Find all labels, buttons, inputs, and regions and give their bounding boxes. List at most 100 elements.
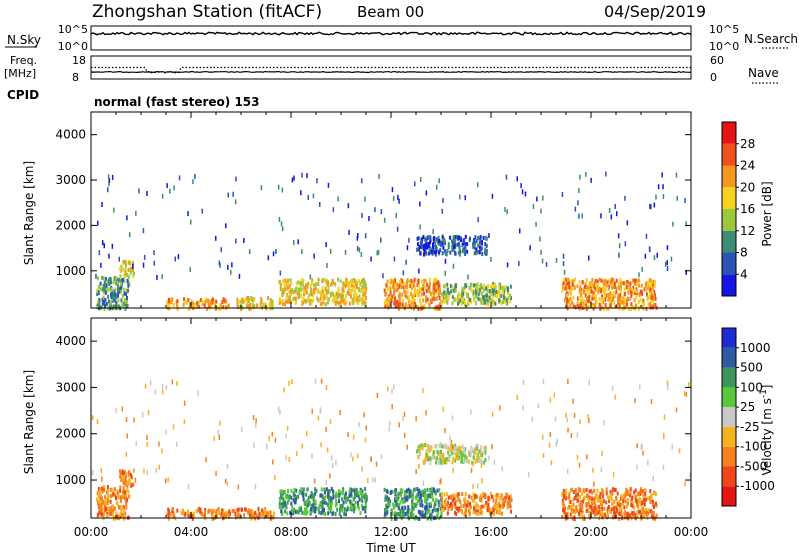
heatmap-cell <box>474 293 477 298</box>
heatmap-cell <box>327 182 330 188</box>
colorbar-segment <box>722 209 736 231</box>
heatmap-cell <box>319 301 322 306</box>
heatmap-cell <box>348 493 351 498</box>
heatmap-cell <box>294 497 297 502</box>
heatmap-cell <box>612 472 615 478</box>
heatmap-cell <box>609 490 612 495</box>
heatmap-cell <box>211 510 213 515</box>
heatmap-cell <box>459 298 462 303</box>
heatmap-cell <box>426 282 429 287</box>
freq-label: Freq. <box>10 54 37 67</box>
heatmap-cell <box>362 506 365 511</box>
heatmap-cell <box>423 278 426 283</box>
heatmap-cell <box>324 302 327 307</box>
heatmap-cell <box>161 448 163 454</box>
heatmap-cell <box>284 509 287 514</box>
heatmap-cell <box>239 513 242 518</box>
heatmap-cell <box>213 302 216 307</box>
heatmap-cell <box>297 239 299 245</box>
heatmap-cell <box>325 426 327 432</box>
heatmap-cell <box>578 503 581 508</box>
heatmap-cell <box>520 183 522 189</box>
heatmap-cell <box>509 284 512 289</box>
heatmap-cell <box>469 297 471 302</box>
heatmap-cell <box>621 496 624 501</box>
heatmap-cell <box>576 302 579 307</box>
heatmap-cell <box>649 285 652 290</box>
heatmap-cell <box>633 298 636 303</box>
heatmap-cell <box>494 293 497 298</box>
heatmap-cell <box>609 291 612 296</box>
heatmap-cell <box>413 306 415 311</box>
heatmap-cell <box>675 172 678 178</box>
heatmap-cell <box>542 453 545 458</box>
colorbar-tick-label: 8 <box>740 246 748 260</box>
heatmap-cell <box>429 240 431 245</box>
heatmap-cell <box>289 300 292 305</box>
heatmap-cell <box>143 254 146 260</box>
heatmap-cell <box>425 289 428 294</box>
heatmap-cell <box>398 299 401 304</box>
heatmap-cell <box>688 382 690 388</box>
heatmap-cell <box>601 511 604 516</box>
heatmap-cell <box>364 509 367 514</box>
heatmap-cell <box>301 443 303 449</box>
colorbar-tick-label: 100 <box>740 380 763 394</box>
heatmap-cell <box>485 235 488 240</box>
heatmap-cell <box>173 513 176 518</box>
heatmap-cell <box>383 288 386 293</box>
heatmap-cell <box>580 291 583 296</box>
heatmap-cell <box>509 293 512 298</box>
heatmap-cell <box>428 251 431 256</box>
heatmap-cell <box>100 512 103 517</box>
heatmap-cell <box>284 494 287 499</box>
heatmap-cell <box>271 431 273 437</box>
heatmap-cell <box>358 247 361 253</box>
heatmap-cell <box>655 492 657 497</box>
heatmap-cell <box>98 298 101 303</box>
heatmap-cell <box>319 202 321 207</box>
heatmap-cell <box>457 455 460 460</box>
heatmap-cell <box>596 510 599 515</box>
heatmap-cell <box>309 284 312 289</box>
heatmap-cell <box>108 278 110 283</box>
heatmap-cell <box>111 174 114 180</box>
heatmap-cell <box>396 226 399 232</box>
heatmap-cell <box>577 492 580 497</box>
heatmap-cell <box>316 296 319 301</box>
heatmap-cell <box>286 500 289 505</box>
heatmap-cell <box>357 494 360 499</box>
heatmap-cell <box>314 487 317 492</box>
heatmap-cell <box>600 500 603 505</box>
heatmap-cell <box>106 501 109 506</box>
heatmap-cell <box>649 295 652 300</box>
heatmap-cell <box>429 246 432 251</box>
heatmap-cell <box>437 458 440 463</box>
heatmap-cell <box>597 283 600 288</box>
heatmap-cell <box>505 174 508 180</box>
heatmap-cell <box>599 307 602 311</box>
heatmap-cell <box>445 445 448 450</box>
heatmap-cell <box>590 289 593 294</box>
heatmap-cell <box>435 285 438 290</box>
heatmap-cell <box>434 291 437 296</box>
heatmap-cell <box>516 176 518 182</box>
heatmap-cell <box>319 501 322 506</box>
heatmap-cell <box>410 491 413 496</box>
heatmap-cell <box>362 285 365 289</box>
heatmap-cell <box>338 293 341 298</box>
heatmap-cell <box>397 503 400 508</box>
heatmap-cell <box>305 492 308 497</box>
heatmap-cell <box>574 305 577 310</box>
heatmap-cell <box>624 499 627 504</box>
heatmap-cell <box>576 454 579 460</box>
heatmap-cell <box>597 290 600 295</box>
heatmap-cell <box>122 505 125 510</box>
heatmap-cell <box>318 503 321 508</box>
heatmap-cell <box>662 464 665 470</box>
heatmap-cell <box>301 491 304 496</box>
heatmap-cell <box>107 174 110 180</box>
heatmap-cell <box>444 428 446 434</box>
heatmap-cell <box>428 457 431 461</box>
heatmap-cell <box>133 468 135 473</box>
